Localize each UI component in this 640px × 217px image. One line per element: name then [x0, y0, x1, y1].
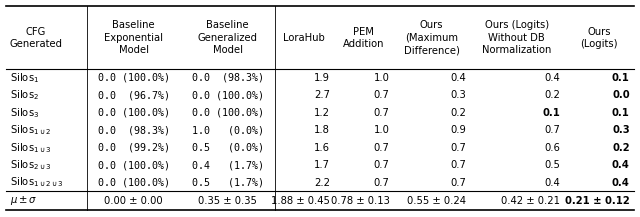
Text: 1.9: 1.9 [314, 73, 330, 83]
Text: 1.88 ± 0.45: 1.88 ± 0.45 [271, 196, 330, 205]
Text: 1.0: 1.0 [374, 73, 389, 83]
Text: $\mu \pm \sigma$: $\mu \pm \sigma$ [10, 194, 37, 207]
Text: 0.0  (99.2%): 0.0 (99.2%) [97, 143, 170, 153]
Text: 0.4: 0.4 [612, 178, 630, 187]
Text: 0.21 ± 0.12: 0.21 ± 0.12 [565, 196, 630, 205]
Text: 0.0  (98.3%): 0.0 (98.3%) [97, 125, 170, 135]
Text: 0.0 (100.0%): 0.0 (100.0%) [97, 160, 170, 170]
Text: PEM
Addition: PEM Addition [343, 27, 384, 49]
Text: 0.1: 0.1 [612, 108, 630, 118]
Text: 0.7: 0.7 [374, 90, 389, 100]
Text: 0.9: 0.9 [450, 125, 466, 135]
Text: 0.1: 0.1 [542, 108, 560, 118]
Text: 0.0 (100.0%): 0.0 (100.0%) [97, 73, 170, 83]
Text: Silos$_3$: Silos$_3$ [10, 106, 39, 120]
Text: 0.6: 0.6 [544, 143, 560, 153]
Text: 0.0  (98.3%): 0.0 (98.3%) [191, 73, 264, 83]
Text: 0.0 (100.0%): 0.0 (100.0%) [191, 90, 264, 100]
Text: Baseline
Exponential
Model: Baseline Exponential Model [104, 20, 163, 55]
Text: 1.0: 1.0 [374, 125, 389, 135]
Text: 0.0 (100.0%): 0.0 (100.0%) [191, 108, 264, 118]
Text: 1.0   (0.0%): 1.0 (0.0%) [191, 125, 264, 135]
Text: 0.35 ± 0.35: 0.35 ± 0.35 [198, 196, 257, 205]
Text: 1.7: 1.7 [314, 160, 330, 170]
Text: 0.2: 0.2 [544, 90, 560, 100]
Text: 0.4: 0.4 [451, 73, 466, 83]
Text: LoraHub: LoraHub [284, 33, 325, 43]
Text: 0.5   (1.7%): 0.5 (1.7%) [191, 178, 264, 187]
Text: 0.5: 0.5 [544, 160, 560, 170]
Text: 0.2: 0.2 [612, 143, 630, 153]
Text: 0.7: 0.7 [544, 125, 560, 135]
Text: 0.4: 0.4 [612, 160, 630, 170]
Text: 0.78 ± 0.13: 0.78 ± 0.13 [330, 196, 389, 205]
Text: 2.2: 2.2 [314, 178, 330, 187]
Text: 0.4: 0.4 [545, 178, 560, 187]
Text: Silos$_{1\cup2}$: Silos$_{1\cup2}$ [10, 123, 51, 137]
Text: Ours (Logits)
Without DB
Normalization: Ours (Logits) Without DB Normalization [482, 20, 552, 55]
Text: 0.7: 0.7 [450, 143, 466, 153]
Text: 0.0: 0.0 [612, 90, 630, 100]
Text: 0.3: 0.3 [451, 90, 466, 100]
Text: Baseline
Generalized
Model: Baseline Generalized Model [198, 20, 258, 55]
Text: 0.7: 0.7 [374, 178, 389, 187]
Text: 0.4   (1.7%): 0.4 (1.7%) [191, 160, 264, 170]
Text: Silos$_1$: Silos$_1$ [10, 71, 38, 85]
Text: 0.2: 0.2 [450, 108, 466, 118]
Text: 0.00 ± 0.00: 0.00 ± 0.00 [104, 196, 163, 205]
Text: 0.7: 0.7 [450, 178, 466, 187]
Text: 0.5   (0.0%): 0.5 (0.0%) [191, 143, 264, 153]
Text: 0.7: 0.7 [374, 143, 389, 153]
Text: 2.7: 2.7 [314, 90, 330, 100]
Text: 0.3: 0.3 [612, 125, 630, 135]
Text: 0.0 (100.0%): 0.0 (100.0%) [97, 108, 170, 118]
Text: 0.7: 0.7 [374, 108, 389, 118]
Text: 0.55 ± 0.24: 0.55 ± 0.24 [407, 196, 466, 205]
Text: Silos$_{2\cup3}$: Silos$_{2\cup3}$ [10, 158, 51, 172]
Text: 0.1: 0.1 [612, 73, 630, 83]
Text: 1.8: 1.8 [314, 125, 330, 135]
Text: 1.2: 1.2 [314, 108, 330, 118]
Text: 0.7: 0.7 [374, 160, 389, 170]
Text: 0.7: 0.7 [450, 160, 466, 170]
Text: 1.6: 1.6 [314, 143, 330, 153]
Text: CFG
Generated: CFG Generated [10, 27, 63, 49]
Text: Ours
(Logits): Ours (Logits) [580, 27, 618, 49]
Text: 0.42 ± 0.21: 0.42 ± 0.21 [501, 196, 560, 205]
Text: 0.0 (100.0%): 0.0 (100.0%) [97, 178, 170, 187]
Text: 0.4: 0.4 [545, 73, 560, 83]
Text: Silos$_{1\cup2\cup3}$: Silos$_{1\cup2\cup3}$ [10, 176, 63, 189]
Text: Silos$_{1\cup3}$: Silos$_{1\cup3}$ [10, 141, 51, 155]
Text: Ours
(Maximum
Difference): Ours (Maximum Difference) [404, 20, 460, 55]
Text: Silos$_2$: Silos$_2$ [10, 88, 38, 102]
Text: 0.0  (96.7%): 0.0 (96.7%) [97, 90, 170, 100]
